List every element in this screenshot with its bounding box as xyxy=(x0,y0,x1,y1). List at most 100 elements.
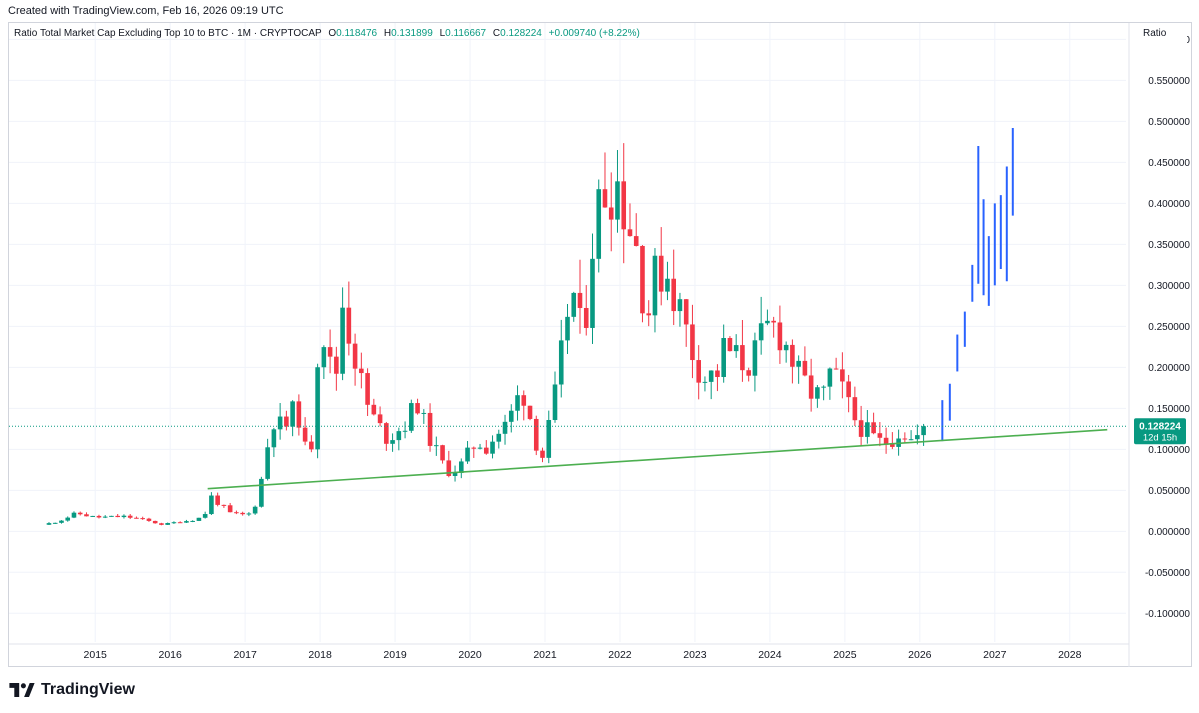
candle-body xyxy=(571,292,577,317)
candle-body xyxy=(71,512,77,518)
tradingview-logo[interactable]: TradingView xyxy=(9,680,135,700)
candle-body xyxy=(396,431,402,441)
candles xyxy=(46,143,926,526)
candle-body xyxy=(502,421,508,434)
candle-body xyxy=(871,422,876,434)
candle-body xyxy=(490,441,495,454)
candle-body xyxy=(465,447,470,462)
high-value: 0.131899 xyxy=(391,28,433,39)
candle-body xyxy=(758,323,764,341)
candle-body xyxy=(652,255,658,316)
last-price-tag xyxy=(1134,418,1186,445)
candle-body xyxy=(840,369,845,382)
y-tick-label: 0.550000 xyxy=(1148,76,1190,87)
candle-body xyxy=(627,229,633,237)
candle-body xyxy=(865,422,870,437)
candle-body xyxy=(371,404,377,415)
x-tick-label: 2018 xyxy=(308,649,332,661)
candle-body xyxy=(846,381,851,398)
x-tick-label: 2017 xyxy=(233,649,257,661)
candle-body xyxy=(702,381,708,383)
y-tick-label: 0.000000 xyxy=(1148,527,1190,538)
candle-body xyxy=(783,344,789,351)
candle-body xyxy=(352,343,358,369)
y-tick-label: 0.050000 xyxy=(1148,486,1190,497)
trendline-layer xyxy=(207,428,1108,490)
candle-body xyxy=(152,520,158,524)
candle-body xyxy=(640,245,645,314)
candle-body xyxy=(440,445,445,461)
candle-body xyxy=(877,433,883,438)
candle-body xyxy=(327,347,333,357)
candle-body xyxy=(827,368,833,387)
y-tick-label: -0.100000 xyxy=(1145,609,1190,620)
candle-body xyxy=(409,403,414,431)
x-tick-label: 2027 xyxy=(983,649,1007,661)
tradingview-logo-icon xyxy=(9,683,35,697)
x-tick-label: 2028 xyxy=(1058,649,1082,661)
candle-body xyxy=(346,307,352,344)
candle-body xyxy=(615,181,620,220)
candle-body xyxy=(852,397,858,421)
low-value: 0.116667 xyxy=(445,28,487,39)
candle-body xyxy=(740,345,745,371)
x-tick-label: 2024 xyxy=(758,649,782,661)
candle-body xyxy=(902,438,908,440)
axes: 0.6000000.5500000.5000000.4500000.400000… xyxy=(9,23,1190,667)
candle-body xyxy=(165,523,170,525)
candle-body xyxy=(421,412,427,414)
candle-body xyxy=(315,367,320,450)
y-tick-label: -0.050000 xyxy=(1145,568,1190,579)
x-tick-label: 2021 xyxy=(533,649,557,661)
symbol-title: Ratio Total Market Cap Excluding Top 10 … xyxy=(14,28,322,39)
candle-body xyxy=(558,340,564,385)
symbol-legend[interactable]: Ratio Total Market Cap Excluding Top 10 … xyxy=(14,28,640,39)
candle-body xyxy=(577,292,583,308)
candle-body xyxy=(390,440,395,444)
candle-body xyxy=(552,384,558,421)
x-tick-label: 2020 xyxy=(458,649,482,661)
candle-body xyxy=(59,520,64,523)
candle-body xyxy=(102,516,108,518)
support-trendline xyxy=(207,428,1108,490)
x-tick-label: 2025 xyxy=(833,649,857,661)
bar-countdown: 12d 15h xyxy=(1143,433,1177,444)
candle-body xyxy=(690,324,695,361)
x-tick-label: 2019 xyxy=(383,649,407,661)
candle-body xyxy=(146,518,152,521)
candle-body xyxy=(658,255,664,292)
candle-body xyxy=(434,445,439,447)
candle-body xyxy=(796,360,801,367)
candle-body xyxy=(321,347,327,368)
change-value: +0.009740 (+8.22%) xyxy=(548,28,640,39)
candle-body xyxy=(590,258,595,328)
candle-body xyxy=(171,522,177,524)
candle-body xyxy=(858,420,864,437)
candle-body xyxy=(115,515,121,518)
close-value: 0.128224 xyxy=(500,28,542,39)
candle-body xyxy=(209,495,214,515)
candle-body xyxy=(134,517,139,519)
candle-body xyxy=(359,368,364,374)
candle-body xyxy=(46,523,52,525)
candle-body xyxy=(771,320,776,323)
low-label: L xyxy=(439,28,446,39)
candle-body xyxy=(646,313,652,316)
candle-body xyxy=(808,375,814,399)
candle-body xyxy=(227,505,233,513)
candle-body xyxy=(65,517,71,521)
candle-body xyxy=(127,515,133,518)
candle-body xyxy=(696,360,701,383)
candle-body xyxy=(246,513,252,515)
candle-body xyxy=(602,189,608,208)
candle-body xyxy=(265,447,270,479)
candle-body xyxy=(471,447,477,449)
candle-body xyxy=(84,514,89,517)
y-tick-label: 0.500000 xyxy=(1148,117,1190,128)
candle-body xyxy=(752,340,758,376)
ratio-scale-button[interactable]: Ratio xyxy=(1135,25,1187,43)
candle-body xyxy=(833,368,839,370)
x-tick-label: 2016 xyxy=(158,649,182,661)
candle-body xyxy=(296,401,302,428)
